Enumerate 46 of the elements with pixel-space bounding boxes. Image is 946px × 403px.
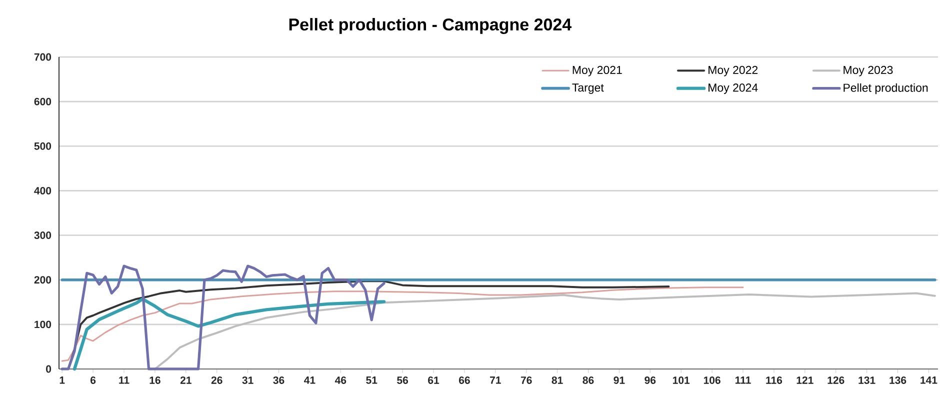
x-tick-label: 71 [490,376,501,384]
legend-label: Moy 2022 [708,66,758,76]
x-tick-label: 51 [366,376,378,384]
line-series [72,297,386,371]
y-tick-label: 600 [34,98,52,106]
x-tick-label: 101 [673,376,690,384]
x-tick-label: 136 [890,376,906,384]
y-tick-label: 300 [34,232,52,240]
x-tick-label: 86 [582,376,594,384]
x-tick-label: 141 [920,376,938,384]
x-tick-label: 66 [458,376,470,384]
x-tick-label: 56 [397,376,408,384]
x-tick-label: 131 [858,376,876,384]
x-tick-label: 1 [60,376,65,384]
x-tick-label: 26 [211,376,222,384]
y-tick-label: 200 [34,276,52,284]
legend-label: Moy 2021 [572,66,622,76]
x-tick-label: 121 [796,376,814,384]
x-tick-label: 126 [828,376,844,384]
x-tick-label: 16 [150,376,160,384]
x-tick-label: 46 [334,376,346,384]
x-tick-label: 11 [119,376,130,384]
legend-label: Moy 2023 [844,66,893,76]
x-tick-label: 6 [90,376,96,384]
x-tick-label: 21 [180,376,192,384]
y-tick-label: 0 [46,365,52,373]
legend-label: Target [572,84,604,94]
x-tick-label: 61 [428,376,440,384]
x-tick-label: 96 [644,376,656,384]
legend-label: Pellet production [844,83,928,94]
x-tick-label: 91 [614,376,625,384]
line-series [154,292,936,370]
y-tick-label: 500 [34,142,52,150]
x-tick-label: 106 [704,376,720,384]
y-tick-label: 400 [34,186,52,194]
y-tick-label: 100 [34,320,52,328]
x-tick-label: 116 [766,376,782,384]
chart-title: Pellet production - Campagne 2024 [289,18,572,34]
x-tick-label: 81 [552,376,563,384]
x-tick-label: 36 [273,376,284,384]
y-tick-label: 700 [34,53,52,61]
x-tick-label: 31 [242,376,254,384]
x-tick-label: 111 [735,376,751,384]
legend-label: Moy 2024 [708,84,758,94]
x-tick-label: 41 [304,376,316,384]
x-tick-label: 76 [520,376,532,384]
